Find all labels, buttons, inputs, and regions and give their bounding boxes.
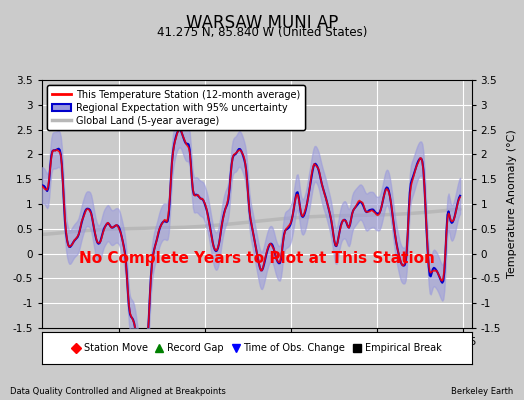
Legend: This Temperature Station (12-month average), Regional Expectation with 95% uncer: This Temperature Station (12-month avera… — [47, 85, 305, 130]
Text: No Complete Years to Plot at This Station: No Complete Years to Plot at This Statio… — [79, 251, 435, 266]
Legend: Station Move, Record Gap, Time of Obs. Change, Empirical Break: Station Move, Record Gap, Time of Obs. C… — [68, 339, 445, 357]
Text: 41.275 N, 85.840 W (United States): 41.275 N, 85.840 W (United States) — [157, 26, 367, 39]
Text: Berkeley Earth: Berkeley Earth — [451, 387, 514, 396]
Text: WARSAW MUNI AP: WARSAW MUNI AP — [186, 14, 338, 32]
Text: Data Quality Controlled and Aligned at Breakpoints: Data Quality Controlled and Aligned at B… — [10, 387, 226, 396]
Y-axis label: Temperature Anomaly (°C): Temperature Anomaly (°C) — [507, 130, 517, 278]
